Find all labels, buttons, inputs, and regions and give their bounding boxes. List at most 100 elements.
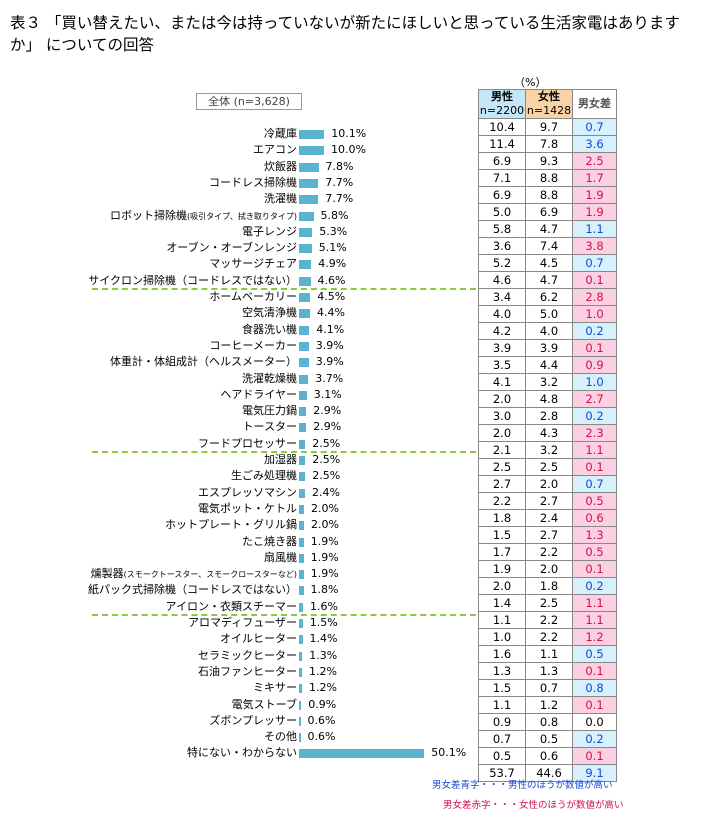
category-label: ロボット掃除機(吸引タイプ、拭き取りタイプ) bbox=[109, 208, 297, 222]
category-label: コーヒーメーカー bbox=[209, 338, 297, 352]
male-value: 1.7 bbox=[478, 543, 526, 561]
male-value: 2.0 bbox=[478, 390, 526, 408]
table-row: 3.9 3.9 0.1 bbox=[478, 339, 617, 357]
diff-value: 0.1 bbox=[572, 696, 617, 714]
category-label: 特にない・わからない bbox=[187, 746, 297, 760]
category-label: 食器洗い機 bbox=[242, 322, 297, 336]
value-label: 2.0% bbox=[311, 518, 339, 532]
group-separator bbox=[92, 451, 476, 453]
category-label: オーブン・オーブンレンジ bbox=[166, 241, 297, 255]
diff-value: 0.1 bbox=[572, 747, 617, 765]
bar bbox=[299, 162, 319, 172]
value-label: 1.6% bbox=[310, 599, 338, 613]
table-row: 1.4 2.5 1.1 bbox=[478, 594, 617, 612]
female-value: 2.5 bbox=[525, 458, 573, 476]
diff-value: 2.8 bbox=[572, 288, 617, 306]
male-value: 4.1 bbox=[478, 373, 526, 391]
category-label: 生ごみ処理機 bbox=[231, 469, 297, 483]
bar bbox=[299, 439, 306, 449]
table-row: 1.3 1.3 0.1 bbox=[478, 662, 617, 680]
male-value: 3.5 bbox=[478, 356, 526, 374]
male-value: 4.2 bbox=[478, 322, 526, 340]
female-value: 0.5 bbox=[525, 730, 573, 748]
table-row: 3.6 7.4 3.8 bbox=[478, 237, 617, 255]
male-value: 2.5 bbox=[478, 458, 526, 476]
female-value: 2.8 bbox=[525, 407, 573, 425]
male-value: 4.6 bbox=[478, 271, 526, 289]
category-label: その他 bbox=[264, 730, 297, 744]
category-label: 冷蔵庫 bbox=[264, 127, 297, 140]
male-value: 7.1 bbox=[478, 169, 526, 187]
bar bbox=[299, 537, 304, 547]
category-label: オイルヒーター bbox=[220, 632, 297, 646]
female-value: 4.5 bbox=[525, 254, 573, 272]
category-label: 電気ポット・ケトル bbox=[198, 501, 297, 515]
category-label: ホームベーカリー bbox=[209, 290, 297, 303]
category-label: ヘアドライヤー bbox=[220, 387, 297, 401]
male-value: 1.3 bbox=[478, 662, 526, 680]
value-label: 7.8% bbox=[325, 159, 354, 173]
bar bbox=[299, 472, 306, 482]
diff-value: 3.6 bbox=[572, 135, 617, 153]
diff-value: 0.7 bbox=[572, 254, 617, 272]
value-label: 1.2% bbox=[309, 681, 337, 695]
category-label: 加湿器 bbox=[264, 453, 297, 466]
chart-title: 表３ 「買い替えたい、または今は持っていないが新たにほしいと思っている生活家電は… bbox=[10, 14, 680, 54]
table-row: 2.7 2.0 0.7 bbox=[478, 475, 617, 493]
male-value: 1.5 bbox=[478, 526, 526, 544]
male-value: 0.5 bbox=[478, 747, 526, 765]
bar bbox=[299, 684, 302, 694]
category-label: 石油ファンヒーター bbox=[198, 664, 297, 678]
male-value: 3.0 bbox=[478, 407, 526, 425]
total-sample-label: 全体 (n=3,628) bbox=[196, 93, 302, 110]
male-value: 1.1 bbox=[478, 696, 526, 714]
table-row: 7.1 8.8 1.7 bbox=[478, 169, 617, 187]
female-value: 2.0 bbox=[525, 475, 573, 493]
category-label: ホットプレート・グリル鍋 bbox=[165, 518, 297, 532]
diff-value: 0.5 bbox=[572, 645, 617, 663]
male-value: 1.8 bbox=[478, 509, 526, 527]
category-label: 炊飯器 bbox=[264, 159, 297, 173]
bar bbox=[299, 195, 319, 205]
table-row: 0.7 0.5 0.2 bbox=[478, 730, 617, 748]
female-value: 4.0 bbox=[525, 322, 573, 340]
diff-value: 0.2 bbox=[572, 730, 617, 748]
female-value: 7.8 bbox=[525, 135, 573, 153]
category-label: アロマディフューザー bbox=[187, 616, 297, 629]
diff-value: 2.5 bbox=[572, 152, 617, 170]
female-value: 9.7 bbox=[525, 118, 573, 136]
female-value: 2.7 bbox=[525, 492, 573, 510]
male-value: 4.0 bbox=[478, 305, 526, 323]
value-label: 1.9% bbox=[310, 534, 339, 548]
female-value: 4.3 bbox=[525, 424, 573, 442]
diff-value: 0.2 bbox=[572, 577, 617, 595]
female-value: 2.2 bbox=[525, 611, 573, 629]
diff-value: 0.2 bbox=[572, 322, 617, 340]
female-value: 8.8 bbox=[525, 186, 573, 204]
value-label: 5.8% bbox=[320, 208, 349, 222]
female-value: 9.3 bbox=[525, 152, 573, 170]
female-value: 44.6 bbox=[525, 764, 573, 782]
unit-label: （%） bbox=[514, 76, 547, 89]
female-value: 6.2 bbox=[525, 288, 573, 306]
category-label: 体重計・体組成計（ヘルスメーター） bbox=[110, 355, 297, 369]
value-label: 2.5% bbox=[312, 436, 341, 450]
bar bbox=[299, 146, 324, 156]
male-value: 5.2 bbox=[478, 254, 526, 272]
bar bbox=[299, 407, 307, 417]
female-value: 1.2 bbox=[525, 696, 573, 714]
female-value: 6.9 bbox=[525, 203, 573, 221]
value-label: 0.9% bbox=[308, 697, 337, 711]
bar bbox=[299, 700, 302, 710]
category-label: ミキサー bbox=[253, 681, 297, 695]
table-row: 1.5 0.7 0.8 bbox=[478, 679, 617, 697]
diff-value: 0.2 bbox=[572, 407, 617, 425]
value-label: 3.9% bbox=[315, 338, 344, 352]
bar bbox=[299, 504, 304, 514]
bar bbox=[299, 716, 301, 726]
diff-value: 0.5 bbox=[572, 492, 617, 510]
diff-value: 3.8 bbox=[572, 237, 617, 255]
table-row: 3.0 2.8 0.2 bbox=[478, 407, 617, 425]
value-label: 50.1% bbox=[431, 746, 467, 760]
table-row: 1.0 2.2 1.2 bbox=[478, 628, 617, 646]
